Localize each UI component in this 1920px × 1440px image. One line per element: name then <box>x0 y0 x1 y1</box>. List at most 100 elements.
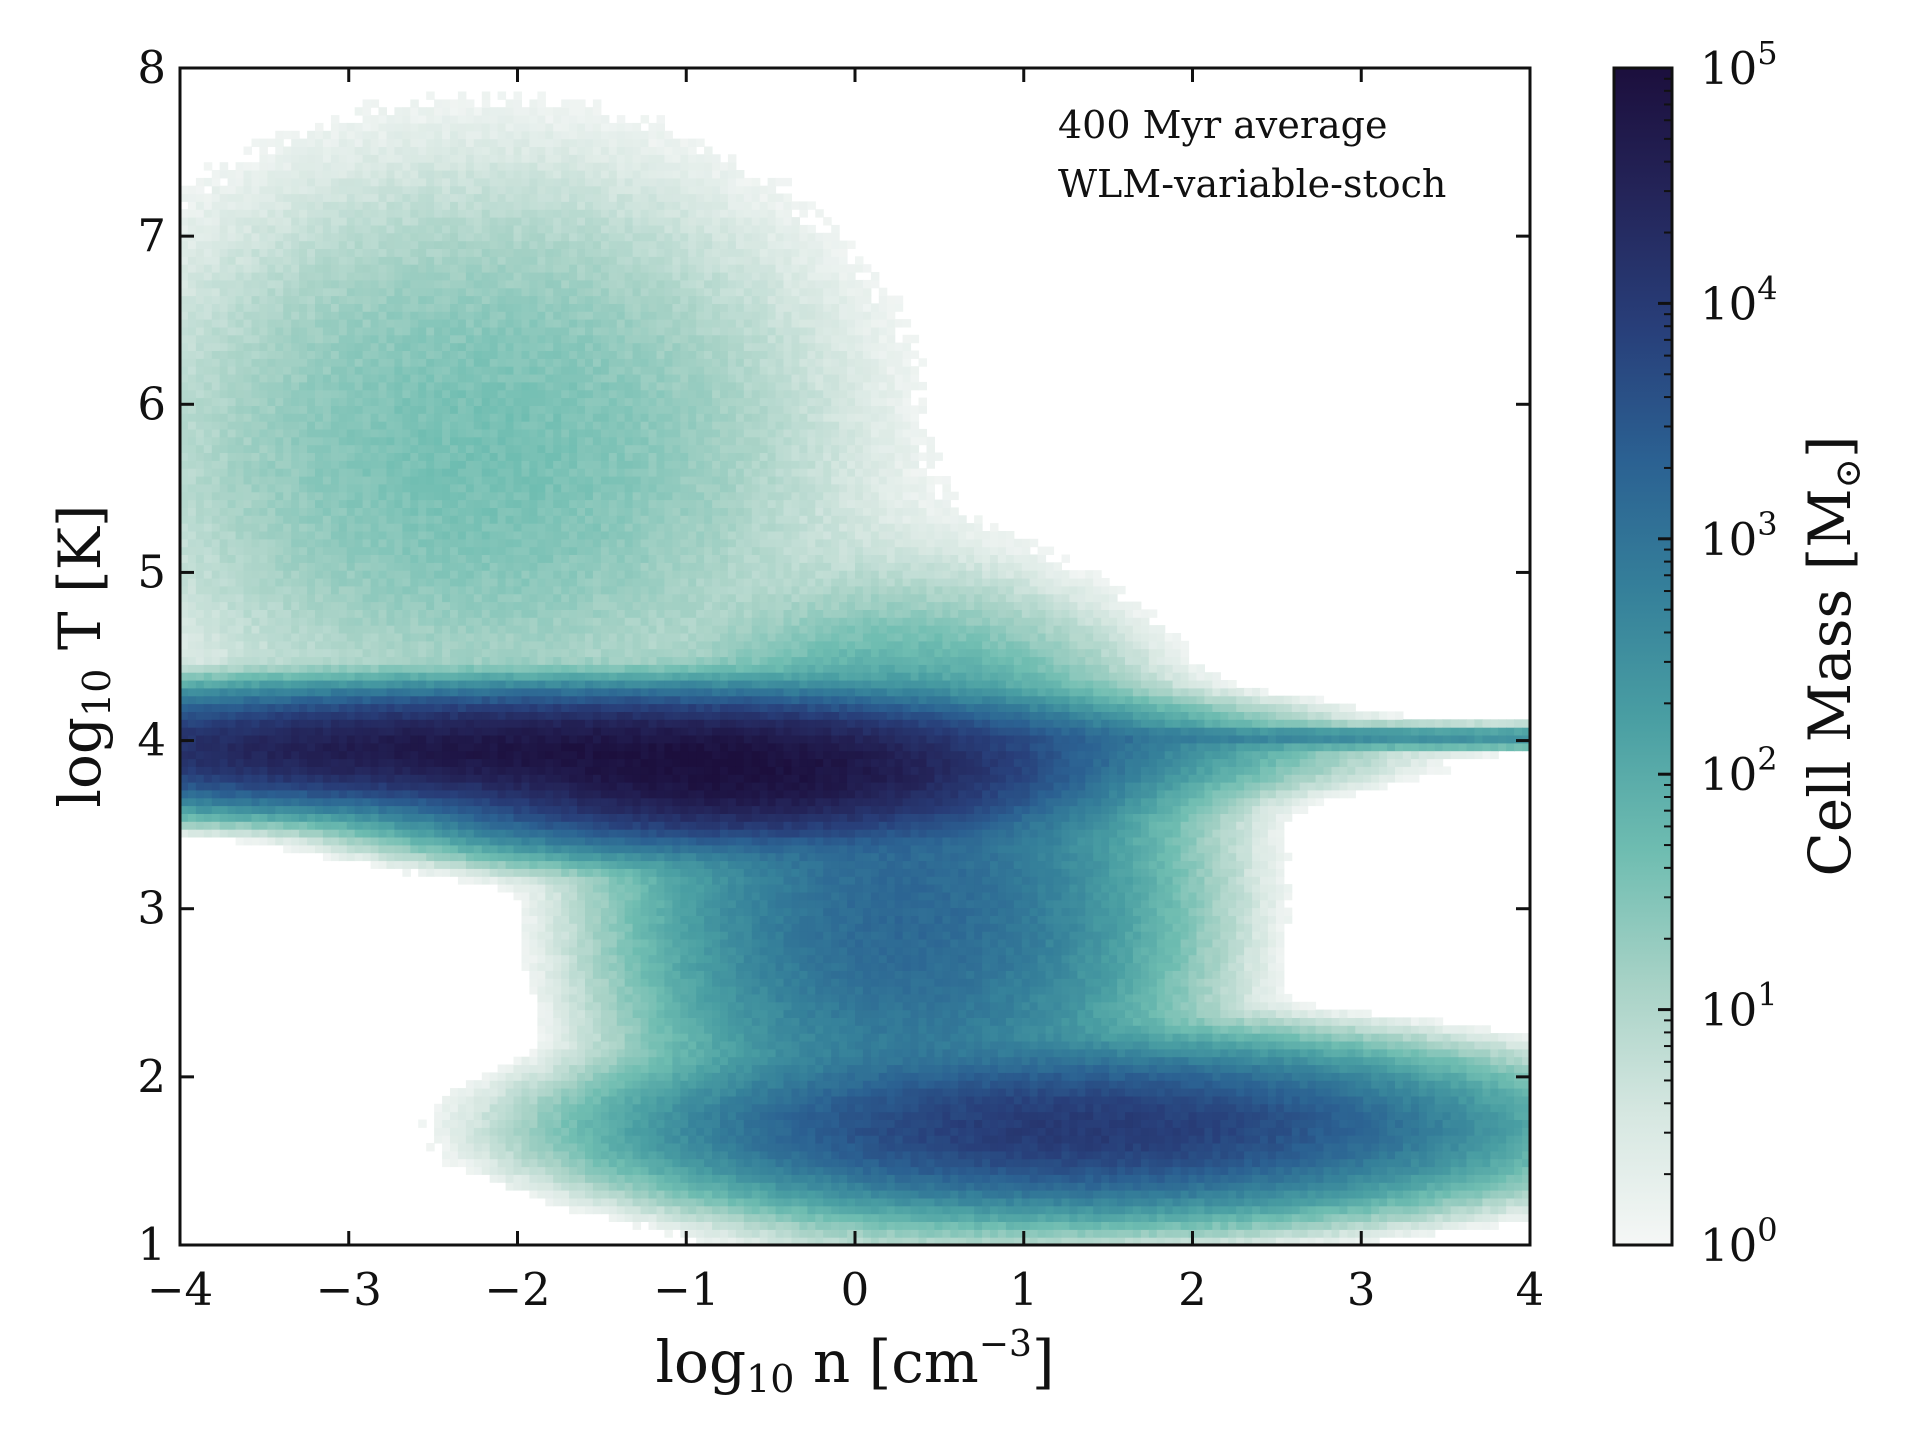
heatmap-cell <box>458 766 467 774</box>
heatmap-cell <box>450 1104 459 1112</box>
heatmap-cell <box>355 468 364 476</box>
heatmap-cell <box>315 539 324 547</box>
heatmap-cell <box>204 625 213 633</box>
heatmap-cell <box>474 719 483 727</box>
heatmap-cell <box>275 225 284 233</box>
heatmap-cell <box>394 280 403 288</box>
heatmap-cell <box>529 955 538 963</box>
heatmap-cell <box>212 782 221 790</box>
heatmap-cell <box>212 170 221 178</box>
heatmap-cell <box>522 170 531 178</box>
heatmap-cell <box>402 233 411 241</box>
heatmap-cell <box>275 492 284 500</box>
heatmap-cell <box>236 680 245 688</box>
heatmap-cell <box>355 751 364 759</box>
heatmap-cell <box>490 335 499 343</box>
heatmap-cell <box>442 625 451 633</box>
heatmap-cell <box>450 1135 459 1143</box>
heatmap-cell <box>244 829 253 837</box>
heatmap-cell <box>188 445 197 453</box>
heatmap-cell <box>561 374 570 382</box>
heatmap-cell <box>379 421 388 429</box>
heatmap-cell <box>204 194 213 202</box>
heatmap-cell <box>283 609 292 617</box>
heatmap-cell <box>259 806 268 814</box>
heatmap-cell <box>307 374 316 382</box>
heatmap-cell <box>228 319 237 327</box>
heatmap-cell <box>299 366 308 374</box>
heatmap-cell <box>371 256 380 264</box>
heatmap-cell <box>394 507 403 515</box>
heatmap-cell <box>252 249 261 257</box>
heatmap-cell <box>394 311 403 319</box>
heatmap-cell <box>410 594 419 602</box>
heatmap-cell <box>379 460 388 468</box>
heatmap-cell <box>450 570 459 578</box>
heatmap-cell <box>529 1174 538 1182</box>
heatmap-cell <box>434 523 443 531</box>
heatmap-cell <box>259 460 268 468</box>
heatmap-cell <box>418 868 427 876</box>
heatmap-cell <box>339 311 348 319</box>
heatmap-cell <box>323 162 332 170</box>
heatmap-cell <box>228 782 237 790</box>
heatmap-cell <box>450 790 459 798</box>
heatmap-cell <box>537 633 546 641</box>
heatmap-cell <box>379 531 388 539</box>
heatmap-cell <box>394 288 403 296</box>
heatmap-cell <box>466 1127 475 1135</box>
heatmap-cell <box>355 335 364 343</box>
heatmap-cell <box>561 704 570 712</box>
heatmap-cell <box>561 1049 570 1057</box>
heatmap-cell <box>323 837 332 845</box>
heatmap-cell <box>482 821 491 829</box>
heatmap-cell <box>339 468 348 476</box>
heatmap-cell <box>482 1072 491 1080</box>
heatmap-cell <box>450 492 459 500</box>
heatmap-cell <box>355 562 364 570</box>
heatmap-cell <box>482 453 491 461</box>
heatmap-cell <box>561 194 570 202</box>
heatmap-cell <box>196 570 205 578</box>
heatmap-cell <box>561 523 570 531</box>
heatmap-cell <box>267 680 276 688</box>
heatmap-cell <box>259 139 268 147</box>
heatmap-cell <box>196 555 205 563</box>
heatmap-cell <box>331 413 340 421</box>
heatmap-cell <box>394 594 403 602</box>
heatmap-cell <box>537 233 546 241</box>
heatmap-cell <box>458 1159 467 1167</box>
heatmap-cell <box>537 515 546 523</box>
heatmap-cell <box>442 366 451 374</box>
heatmap-cell <box>323 743 332 751</box>
heatmap-cell <box>299 225 308 233</box>
heatmap-cell <box>458 837 467 845</box>
heatmap-cell <box>283 766 292 774</box>
heatmap-cell <box>283 492 292 500</box>
heatmap-cell <box>466 586 475 594</box>
heatmap-cell <box>267 774 276 782</box>
heatmap-cell <box>490 774 499 782</box>
heatmap-cell <box>355 570 364 578</box>
heatmap-cell <box>267 759 276 767</box>
heatmap-cell <box>275 602 284 610</box>
heatmap-cell <box>212 657 221 665</box>
heatmap-cell <box>434 806 443 814</box>
heatmap-cell <box>188 256 197 264</box>
heatmap-cell <box>244 382 253 390</box>
heatmap-cell <box>498 1135 507 1143</box>
heatmap-cell <box>490 445 499 453</box>
heatmap-cell <box>275 147 284 155</box>
heatmap-cell <box>236 194 245 202</box>
heatmap-cell <box>466 319 475 327</box>
heatmap-cell <box>363 280 372 288</box>
heatmap-cell <box>514 892 523 900</box>
heatmap-cell <box>561 1151 570 1159</box>
heatmap-cell <box>387 256 396 264</box>
heatmap-cell <box>371 688 380 696</box>
heatmap-cell <box>387 790 396 798</box>
heatmap-cell <box>545 884 554 892</box>
heatmap-cell <box>466 649 475 657</box>
heatmap-cell <box>522 225 531 233</box>
heatmap-cell <box>236 398 245 406</box>
